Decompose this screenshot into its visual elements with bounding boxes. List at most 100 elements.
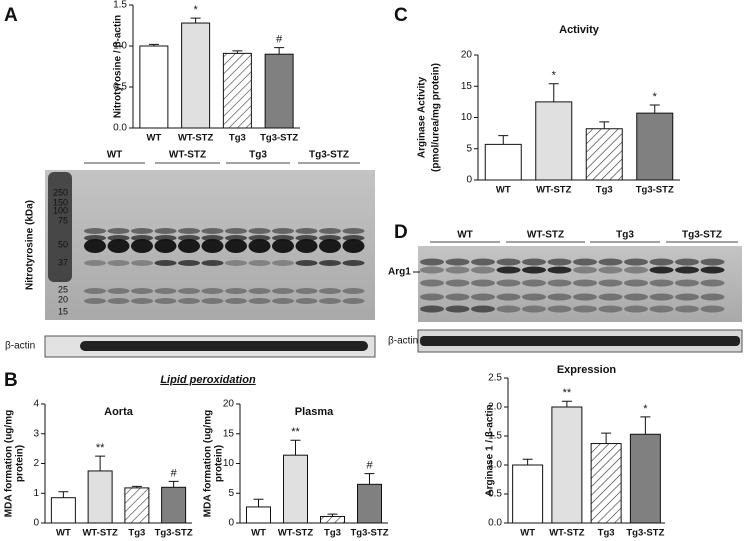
marker-label: 150	[53, 197, 68, 207]
annotation: #	[276, 34, 283, 46]
y-tick-label: 1.0	[113, 41, 127, 52]
y-axis-label: MDA formation (ug/mg	[4, 410, 15, 517]
band	[107, 239, 130, 253]
band	[624, 258, 648, 266]
band	[84, 298, 106, 304]
y-axis-label: Nitrotyrosine / β-actin	[113, 15, 124, 118]
marker-label: 37	[58, 257, 68, 267]
bar	[590, 443, 622, 524]
y-tick-label: 3	[33, 428, 39, 439]
band	[598, 279, 623, 287]
band	[522, 293, 546, 301]
band	[178, 260, 200, 266]
band	[107, 228, 130, 234]
band	[598, 266, 623, 274]
x-tick-label: Tg3-STZ	[636, 185, 674, 196]
band	[319, 288, 341, 294]
band	[178, 239, 200, 253]
band	[445, 258, 470, 266]
band	[471, 293, 495, 301]
error-bar	[601, 432, 612, 444]
panel-label: A	[4, 5, 18, 26]
x-tick-label: Tg3	[128, 528, 145, 539]
y-tick-label: 1.0	[488, 460, 502, 471]
bar	[535, 101, 573, 181]
panel-label: C	[394, 5, 408, 26]
x-tick-label: WT	[496, 185, 511, 196]
band	[496, 266, 521, 274]
band	[420, 305, 444, 313]
y-axis-label: protein)	[15, 445, 26, 482]
marker-label: 100	[53, 205, 68, 215]
annotation: *	[193, 4, 198, 16]
band	[295, 260, 318, 266]
y-tick-label: 1.5	[488, 431, 502, 442]
band	[107, 235, 130, 241]
marker-label: 15	[58, 306, 68, 316]
band	[342, 288, 365, 294]
band	[420, 279, 444, 287]
loading-band	[80, 341, 368, 351]
band	[700, 266, 725, 274]
group-label: Tg3	[616, 230, 634, 241]
annotation: **	[563, 387, 572, 399]
bar	[484, 143, 522, 181]
annotation: *	[653, 91, 658, 103]
x-tick-label: WT-STZ	[278, 528, 314, 539]
band	[675, 293, 699, 301]
band	[131, 235, 153, 241]
y-tick-label: 5	[466, 143, 472, 154]
y-tick-label: 0.0	[488, 518, 502, 529]
band	[154, 298, 177, 304]
band	[624, 305, 648, 313]
bar-chart: Nitrotyrosine / β-actin 0.0 0.5 1.0 1.5 WT * WT…	[113, 0, 300, 144]
marker-label: 25	[58, 284, 68, 294]
loading-label: β-actin	[5, 341, 35, 352]
error-bar	[599, 121, 610, 129]
band	[700, 279, 725, 287]
band	[248, 235, 271, 241]
band	[675, 305, 699, 313]
y-axis-label: Arginase 1 / β-actin	[485, 404, 496, 496]
group-label: Tg3-STZ	[309, 150, 349, 161]
band	[154, 235, 177, 241]
band	[547, 258, 572, 266]
band	[107, 288, 130, 294]
band	[225, 288, 247, 294]
band	[248, 298, 271, 304]
bar	[636, 112, 674, 181]
band	[295, 228, 318, 234]
band	[84, 260, 106, 266]
annotation: **	[291, 426, 300, 438]
band	[225, 235, 247, 241]
band	[445, 266, 470, 274]
error-bar	[232, 50, 243, 54]
group-label: WT-STZ	[527, 230, 564, 241]
y-tick-label: 20	[223, 399, 235, 410]
band	[522, 279, 546, 287]
band	[598, 293, 623, 301]
bar	[585, 128, 623, 181]
band	[272, 288, 294, 294]
y-axis-label: MDA formation (ug/mg	[203, 410, 214, 517]
band	[272, 228, 294, 234]
bar	[264, 53, 294, 129]
error-bar	[274, 47, 285, 55]
bar	[512, 464, 544, 524]
y-tick-label: 1.5	[113, 0, 127, 11]
band	[201, 228, 224, 234]
band	[342, 260, 365, 266]
y-tick-label: 10	[461, 112, 473, 123]
band	[649, 305, 674, 313]
band	[471, 305, 495, 313]
band	[272, 298, 294, 304]
error-bar	[168, 480, 179, 488]
band	[319, 298, 341, 304]
band	[272, 235, 294, 241]
error-bar	[58, 491, 69, 498]
band	[598, 258, 623, 266]
bar	[161, 486, 187, 524]
band	[295, 235, 318, 241]
band	[445, 279, 470, 287]
